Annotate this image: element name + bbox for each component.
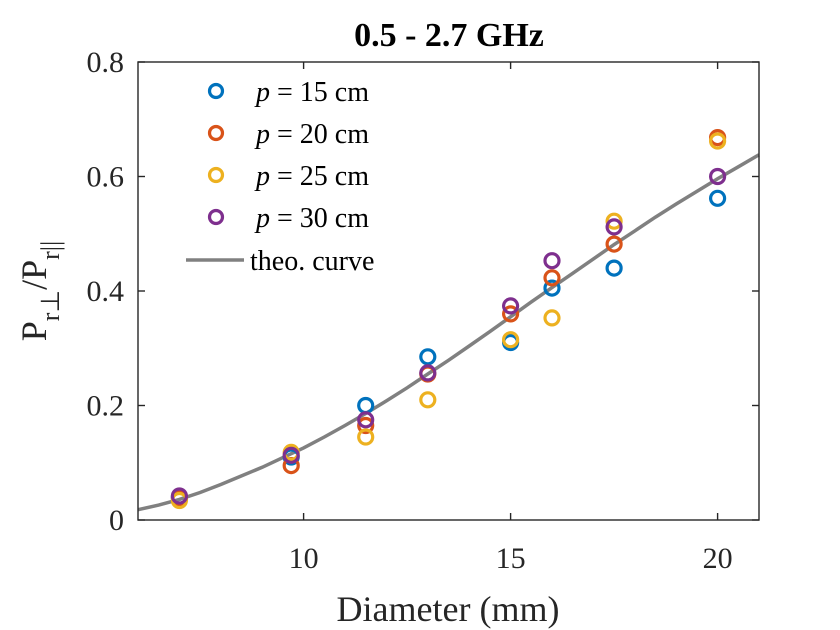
- legend-entry-1: p = 15 cm: [254, 77, 369, 108]
- legend-entry-3: p = 25 cm: [254, 161, 369, 192]
- legend-marker-1: [207, 82, 225, 100]
- series-4-point: [543, 252, 561, 270]
- series-4-point: [419, 364, 437, 382]
- y-tick-label: 0.4: [87, 275, 125, 308]
- series-4-point: [605, 218, 623, 236]
- series-3-point: [419, 391, 437, 409]
- theo-curve-line: [137, 153, 760, 512]
- series-1-point: [543, 279, 561, 297]
- series-1-point: [708, 189, 727, 207]
- series-4-point: [502, 297, 520, 315]
- series-2-point: [357, 416, 375, 435]
- series-1-point: [605, 259, 623, 277]
- legend-entry-4: p = 30 cm: [254, 203, 369, 234]
- series-2-point: [605, 235, 623, 253]
- legend-marker-4: [207, 208, 225, 226]
- series-3-point: [543, 309, 561, 327]
- axis-ticks: 10 15 20 0 0.2 0.4 0.6 0.8: [87, 46, 759, 575]
- y-axis-label: Pr⊥/Pr||: [14, 241, 65, 341]
- plot-marks: [137, 129, 760, 512]
- x-tick-label: 15: [496, 542, 526, 575]
- y-label-sub1: r⊥: [36, 290, 65, 321]
- series-4-point: [357, 411, 375, 429]
- y-tick-label: 0.6: [87, 161, 125, 194]
- series-4-point: [170, 487, 188, 505]
- legend: p = 15 cm p = 20 cm p = 25 cm p = 30 cm theo…: [186, 77, 374, 277]
- series-3-point: [357, 428, 375, 446]
- series-3-point: [605, 212, 623, 230]
- x-tick-label: 20: [703, 542, 733, 575]
- series-4-point: [282, 446, 300, 464]
- x-axis-label: Diameter (mm): [337, 589, 560, 629]
- legend-entry-2: p = 20 cm: [254, 119, 369, 150]
- y-label-main: P: [14, 321, 54, 341]
- legend-entry-curve: theo. curve: [250, 246, 374, 277]
- series-4-point: [708, 167, 727, 186]
- series-3-point: [708, 132, 727, 150]
- legend-marker-2: [207, 124, 225, 142]
- y-tick-label: 0.2: [87, 390, 125, 423]
- y-label-slash: /P: [14, 260, 54, 290]
- series-3-point: [502, 331, 520, 349]
- y-tick-label: 0: [109, 504, 124, 537]
- chart-title: 0.5 - 2.7 GHz: [354, 17, 544, 54]
- y-label-sub2: r||: [36, 241, 65, 260]
- series-1-point: [419, 348, 437, 366]
- x-tick-label: 10: [289, 542, 319, 575]
- legend-marker-3: [207, 166, 225, 184]
- svg-text:Pr⊥/Pr||: Pr⊥/Pr||: [14, 241, 65, 341]
- series-2-point: [543, 269, 561, 287]
- plot-area: [138, 62, 759, 520]
- series-2-point: [502, 305, 520, 323]
- y-tick-label: 0.8: [87, 46, 125, 79]
